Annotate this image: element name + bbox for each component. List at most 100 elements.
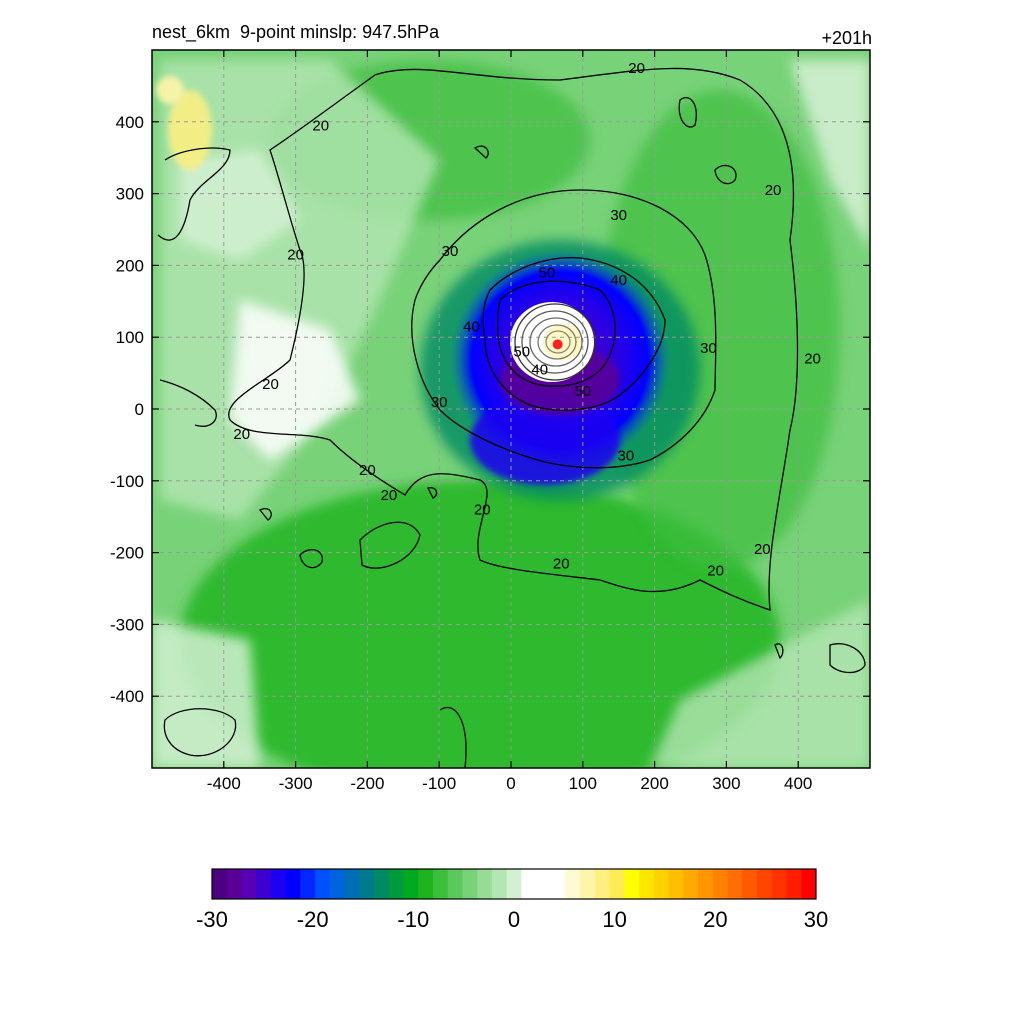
contour-label: 20 (287, 247, 304, 264)
y-tick-label: -100 (110, 472, 144, 491)
y-tick-label: 200 (116, 256, 144, 275)
contour-label: 20 (233, 426, 250, 443)
chart-title: nest_6km 9-point minslp: 947.5hPa (152, 22, 440, 42)
colorbar-swatch (580, 869, 596, 899)
colorbar-swatch (344, 869, 360, 899)
colorbar-tick-label: -20 (297, 907, 329, 932)
colorbar-swatch (727, 869, 743, 899)
colorbar-swatch (609, 869, 625, 899)
x-tick-label: 200 (640, 774, 668, 793)
contour-label: 20 (707, 563, 724, 580)
colorbar-swatch (624, 869, 640, 899)
colorbar-swatch (212, 869, 228, 899)
x-tick-label: 400 (784, 774, 812, 793)
contour-label: 40 (463, 318, 480, 335)
y-tick-label: -400 (110, 687, 144, 706)
colorbar-swatch (565, 869, 581, 899)
colorbar-swatch (359, 869, 375, 899)
contour-label: 20 (754, 541, 771, 558)
colorbar-swatch (786, 869, 802, 899)
contour-label: 40 (531, 362, 548, 379)
contour-label: 50 (513, 344, 530, 361)
colorbar-swatch (550, 869, 567, 899)
colorbar-swatch (683, 869, 699, 899)
colorbar-swatch (315, 869, 331, 899)
colorbar-swatch (388, 869, 405, 899)
contour-lines (157, 67, 866, 768)
y-tick-label: 0 (135, 400, 144, 419)
contour-label: 20 (262, 376, 279, 393)
contour-label: 20 (359, 462, 376, 479)
colorbar-swatch (462, 869, 478, 899)
x-axis: -400 -300 -200 -100 0 100 200 300 400 (207, 50, 812, 793)
contour-label: 20 (553, 555, 570, 572)
contour-label: 30 (431, 394, 448, 411)
colorbar (211, 868, 817, 900)
forecast-hour-label: +201h (821, 28, 872, 48)
contour-label: 30 (700, 340, 717, 357)
contour-label: 30 (610, 207, 627, 224)
y-tick-label: -200 (110, 544, 144, 563)
colorbar-labels: -30 -20 -10 0 10 20 30 (196, 907, 828, 932)
colorbar-swatch (374, 869, 390, 899)
x-tick-label: -300 (279, 774, 313, 793)
contour-label: 40 (610, 272, 627, 289)
colorbar-swatch (653, 869, 670, 899)
colorbar-swatch (712, 869, 729, 899)
contour-label: 20 (474, 502, 491, 519)
contour-label: 20 (312, 117, 329, 134)
colorbar-tick-label: 0 (508, 907, 520, 932)
x-tick-label: 100 (569, 774, 597, 793)
colorbar-tick-label: 30 (804, 907, 828, 932)
y-tick-label: 400 (116, 113, 144, 132)
colorbar-swatch (256, 869, 272, 899)
colorbar-swatch (742, 869, 758, 899)
contour-label: 50 (539, 265, 556, 282)
x-tick-label: -400 (207, 774, 241, 793)
contour-label: 20 (628, 60, 645, 77)
x-tick-label: -200 (350, 774, 384, 793)
colorbar-swatch (491, 869, 508, 899)
x-tick-label: 300 (712, 774, 740, 793)
y-axis: 400 300 200 100 0 -100 -200 -300 -400 (110, 113, 870, 706)
x-tick-label: 0 (506, 774, 515, 793)
colorbar-swatch (506, 869, 522, 899)
colorbar-swatch (639, 869, 655, 899)
colorbar-swatch (241, 869, 257, 899)
colorbar-swatch (757, 869, 773, 899)
colorbar-swatch (536, 869, 552, 899)
contour-label: 30 (442, 243, 459, 260)
contour-label: 50 (574, 383, 591, 400)
contour-label: 20 (381, 487, 398, 504)
colorbar-swatch (285, 869, 301, 899)
colorbar-swatch (226, 869, 242, 899)
colorbar-swatch (801, 869, 817, 899)
colorbar-tick-label: 10 (602, 907, 626, 932)
x-tick-label: -100 (422, 774, 456, 793)
colorbar-swatch (668, 869, 684, 899)
colorbar-swatch (771, 869, 788, 899)
contour-label: 20 (804, 351, 821, 368)
colorbar-swatch (403, 869, 419, 899)
y-tick-label: -300 (110, 615, 144, 634)
colorbar-tick-label: 20 (703, 907, 727, 932)
colorbar-swatch (595, 869, 611, 899)
contour-labels: 20 20 20 20 20 20 20 20 20 20 20 20 20 30 30 30 30 30 40 40… (233, 60, 821, 580)
colorbar-swatch (477, 869, 493, 899)
colorbar-swatch (300, 869, 316, 899)
y-tick-label: 300 (116, 185, 144, 204)
colorbar-swatch (418, 869, 434, 899)
y-tick-label: 100 (116, 328, 144, 347)
storm-center-marker (552, 339, 563, 350)
contour-label: 20 (765, 182, 782, 199)
colorbar-swatch (329, 869, 346, 899)
colorbar-tick-label: -30 (196, 907, 228, 932)
colorbar-swatch (447, 869, 463, 899)
contour-label: 30 (618, 448, 635, 465)
colorbar-tick-label: -10 (397, 907, 429, 932)
colorbar-swatch (521, 869, 537, 899)
colorbar-frame (211, 868, 817, 900)
colorbar-swatch (698, 869, 714, 899)
colorbar-swatch (270, 869, 287, 899)
